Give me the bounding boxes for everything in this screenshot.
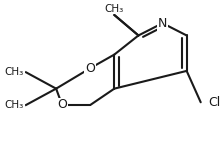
Text: O: O: [85, 62, 95, 75]
Text: CH₃: CH₃: [105, 4, 124, 14]
Text: CH₃: CH₃: [5, 100, 24, 110]
Text: Cl: Cl: [209, 96, 221, 109]
Text: O: O: [57, 99, 67, 111]
Text: CH₃: CH₃: [5, 67, 24, 77]
Text: N: N: [158, 17, 167, 30]
